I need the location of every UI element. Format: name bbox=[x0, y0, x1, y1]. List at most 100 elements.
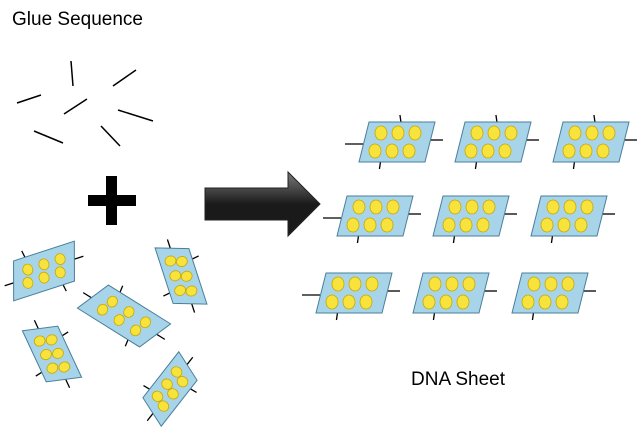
tile-dot bbox=[391, 125, 405, 141]
tile-dot bbox=[38, 271, 50, 284]
tile-dot bbox=[402, 143, 416, 159]
tile-dot bbox=[442, 217, 456, 233]
tile-dot bbox=[448, 199, 462, 215]
tile-dot bbox=[456, 294, 470, 310]
tile-body bbox=[21, 325, 83, 383]
tile-dot bbox=[557, 217, 571, 233]
glue-strand bbox=[100, 125, 121, 147]
tile-dot bbox=[580, 199, 594, 215]
tile-body bbox=[13, 240, 75, 302]
tile-dot bbox=[54, 253, 66, 265]
tile-dot bbox=[45, 334, 58, 346]
tile-dot bbox=[544, 276, 558, 292]
tile-body bbox=[76, 284, 172, 348]
tile-dot bbox=[555, 294, 569, 310]
tile-dot bbox=[58, 361, 71, 373]
tile-dot bbox=[445, 276, 459, 292]
glue-strand bbox=[16, 94, 42, 104]
tile-dot bbox=[462, 276, 476, 292]
loose-tile bbox=[4, 240, 84, 302]
tile-dot bbox=[346, 217, 360, 233]
tile-dot bbox=[459, 217, 473, 233]
tile-dot bbox=[33, 335, 46, 347]
tile-dot bbox=[408, 125, 422, 141]
tile-dot bbox=[481, 143, 495, 159]
tile-dot bbox=[428, 276, 442, 292]
tile-dot bbox=[176, 256, 188, 267]
tiles-layer bbox=[4, 114, 637, 428]
tile-dot bbox=[40, 349, 52, 361]
tile-dot bbox=[504, 125, 518, 141]
tile-dot bbox=[562, 143, 576, 159]
tile-dot bbox=[180, 270, 193, 282]
tile-dot bbox=[169, 270, 182, 282]
tile-dot bbox=[22, 277, 34, 289]
tile-dot bbox=[359, 294, 373, 310]
tile-dot bbox=[596, 143, 610, 159]
tile-dot bbox=[176, 376, 189, 388]
sheet-tile bbox=[432, 195, 517, 244]
tile-dot bbox=[439, 294, 453, 310]
tile-dot bbox=[568, 125, 582, 141]
sheet-tile bbox=[454, 114, 539, 170]
dna-sheet-title: DNA Sheet bbox=[411, 369, 505, 390]
plus-icon bbox=[88, 176, 136, 225]
tile-dot bbox=[130, 324, 142, 337]
tile-dot bbox=[563, 199, 577, 215]
tile-dot bbox=[465, 199, 479, 215]
glue-sequence-title: Glue Sequence bbox=[12, 9, 143, 30]
tile-dot bbox=[348, 276, 362, 292]
glue-strand bbox=[117, 109, 154, 122]
tile-dot bbox=[151, 390, 164, 402]
tile-dot bbox=[38, 258, 50, 271]
tile-dot bbox=[54, 266, 66, 279]
tile-dot bbox=[538, 294, 552, 310]
tile-dot bbox=[574, 217, 588, 233]
tile-dot bbox=[602, 125, 616, 141]
tile-dot bbox=[368, 143, 382, 159]
tile-dot bbox=[139, 316, 151, 329]
tile-dot bbox=[331, 276, 345, 292]
tile-dot bbox=[527, 276, 541, 292]
sheet-tile bbox=[511, 272, 596, 321]
loose-tile bbox=[142, 350, 198, 428]
tile-dot bbox=[325, 294, 339, 310]
tile-dot bbox=[546, 199, 560, 215]
tile-dot bbox=[540, 217, 554, 233]
tile-dot bbox=[106, 295, 118, 308]
tile-dot bbox=[157, 400, 170, 412]
tile-dot bbox=[185, 285, 198, 297]
tile-dot bbox=[470, 125, 484, 141]
tile-dot bbox=[167, 388, 179, 400]
loose-tile bbox=[154, 239, 208, 313]
tile-dot bbox=[170, 366, 183, 378]
glue-strand bbox=[63, 98, 88, 115]
tile-dot bbox=[476, 217, 490, 233]
right-arrow-icon bbox=[204, 170, 321, 238]
sheet-tile bbox=[412, 272, 497, 321]
tile-dot bbox=[422, 294, 436, 310]
tile-dot bbox=[52, 347, 64, 359]
tile-dot bbox=[386, 199, 400, 215]
tile-dot bbox=[342, 294, 356, 310]
sheet-tile bbox=[345, 114, 443, 170]
tile-dot bbox=[46, 362, 59, 374]
tile-dot bbox=[561, 276, 575, 292]
tile-dot bbox=[369, 199, 383, 215]
glue-strand bbox=[112, 69, 137, 87]
tile-dot bbox=[521, 294, 535, 310]
sheet-tile bbox=[552, 114, 637, 170]
tile-dot bbox=[365, 276, 379, 292]
tile-dot bbox=[22, 263, 34, 276]
tile-dot bbox=[487, 125, 501, 141]
tile-dot bbox=[380, 217, 394, 233]
tile-dot bbox=[113, 314, 125, 326]
glue-strand bbox=[70, 60, 74, 87]
tile-dot bbox=[464, 143, 478, 159]
sheet-tile bbox=[302, 272, 400, 321]
tile-dot bbox=[585, 125, 599, 141]
tile-dot bbox=[374, 125, 388, 141]
loose-tile bbox=[76, 284, 172, 348]
